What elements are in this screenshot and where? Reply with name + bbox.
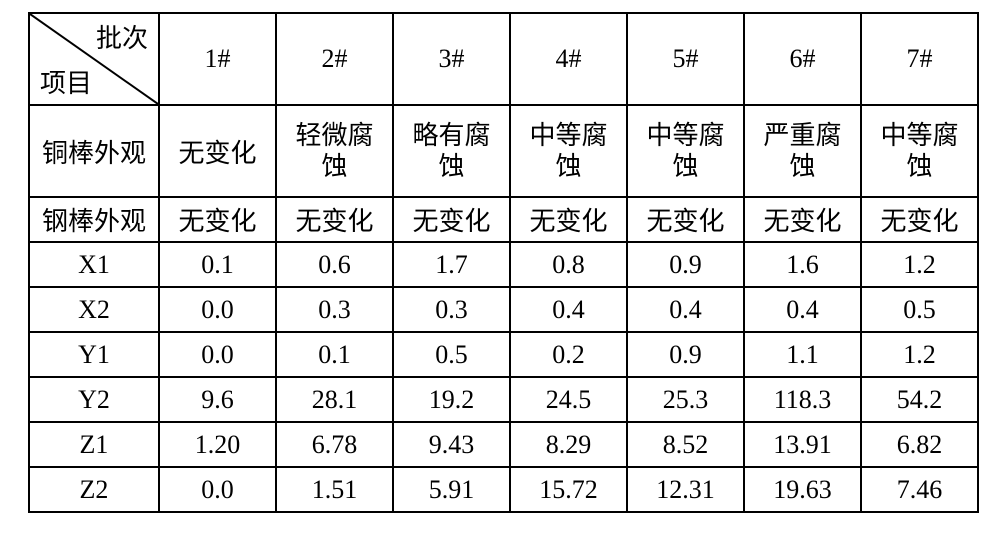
- table-cell: 0.3: [276, 287, 393, 332]
- col-header: 3#: [393, 13, 510, 105]
- row-label: 铜棒外观: [29, 105, 159, 197]
- table-cell: 5.91: [393, 467, 510, 512]
- col-header: 6#: [744, 13, 861, 105]
- table-cell: 7.46: [861, 467, 978, 512]
- table-cell: 中等腐蚀: [861, 105, 978, 197]
- row-label: Y2: [29, 377, 159, 422]
- row-label: Z2: [29, 467, 159, 512]
- col-header: 7#: [861, 13, 978, 105]
- header-top-label: 批次: [96, 18, 148, 55]
- table-cell: 0.2: [510, 332, 627, 377]
- table-cell: 0.1: [159, 242, 276, 287]
- table-cell: 中等腐蚀: [627, 105, 744, 197]
- table-cell: 0.5: [393, 332, 510, 377]
- table-cell: 无变化: [510, 197, 627, 242]
- table-cell: 无变化: [159, 105, 276, 197]
- row-label: X1: [29, 242, 159, 287]
- table-cell: 8.29: [510, 422, 627, 467]
- table-cell: 24.5: [510, 377, 627, 422]
- table-cell: 25.3: [627, 377, 744, 422]
- table-cell: 0.4: [510, 287, 627, 332]
- table-cell: 0.0: [159, 467, 276, 512]
- table-cell: 0.6: [276, 242, 393, 287]
- table-cell: 0.9: [627, 242, 744, 287]
- table-row: Y2 9.6 28.1 19.2 24.5 25.3 118.3 54.2: [29, 377, 978, 422]
- table-cell: 9.43: [393, 422, 510, 467]
- table-row: 钢棒外观 无变化 无变化 无变化 无变化 无变化 无变化 无变化: [29, 197, 978, 242]
- table-row: 铜棒外观 无变化 轻微腐蚀 略有腐蚀 中等腐蚀 中等腐蚀 严重腐蚀 中等腐蚀: [29, 105, 978, 197]
- col-header: 4#: [510, 13, 627, 105]
- table-row: X1 0.1 0.6 1.7 0.8 0.9 1.6 1.2: [29, 242, 978, 287]
- table-cell: 0.4: [627, 287, 744, 332]
- row-label: Y1: [29, 332, 159, 377]
- table-cell: 中等腐蚀: [510, 105, 627, 197]
- table-cell: 0.8: [510, 242, 627, 287]
- table-cell: 13.91: [744, 422, 861, 467]
- data-table: 批次 项目 1# 2# 3# 4# 5# 6# 7# 铜棒外观 无变化 轻微腐蚀…: [28, 12, 979, 513]
- table-cell: 略有腐蚀: [393, 105, 510, 197]
- table-cell: 1.51: [276, 467, 393, 512]
- table-cell: 19.2: [393, 377, 510, 422]
- table-cell: 1.2: [861, 242, 978, 287]
- col-header: 1#: [159, 13, 276, 105]
- table-cell: 0.0: [159, 332, 276, 377]
- table-cell: 15.72: [510, 467, 627, 512]
- row-label: 钢棒外观: [29, 197, 159, 242]
- table-row: Z1 1.20 6.78 9.43 8.29 8.52 13.91 6.82: [29, 422, 978, 467]
- table-cell: 6.82: [861, 422, 978, 467]
- table-cell: 无变化: [276, 197, 393, 242]
- row-label: X2: [29, 287, 159, 332]
- table-cell: 118.3: [744, 377, 861, 422]
- table-cell: 12.31: [627, 467, 744, 512]
- table-row: Z2 0.0 1.51 5.91 15.72 12.31 19.63 7.46: [29, 467, 978, 512]
- table-cell: 6.78: [276, 422, 393, 467]
- table-cell: 无变化: [627, 197, 744, 242]
- table-cell: 28.1: [276, 377, 393, 422]
- header-diag-cell: 批次 项目: [29, 13, 159, 105]
- table-cell: 0.5: [861, 287, 978, 332]
- col-header: 2#: [276, 13, 393, 105]
- table-cell: 严重腐蚀: [744, 105, 861, 197]
- table-row: Y1 0.0 0.1 0.5 0.2 0.9 1.1 1.2: [29, 332, 978, 377]
- table-cell: 1.2: [861, 332, 978, 377]
- table-cell: 8.52: [627, 422, 744, 467]
- table-cell: 无变化: [861, 197, 978, 242]
- table-cell: 54.2: [861, 377, 978, 422]
- table-cell: 1.1: [744, 332, 861, 377]
- table-cell: 无变化: [393, 197, 510, 242]
- table-cell: 无变化: [744, 197, 861, 242]
- table-cell: 1.20: [159, 422, 276, 467]
- table-cell: 19.63: [744, 467, 861, 512]
- header-bottom-label: 项目: [40, 63, 92, 100]
- table-cell: 1.7: [393, 242, 510, 287]
- table-cell: 轻微腐蚀: [276, 105, 393, 197]
- table-cell: 0.0: [159, 287, 276, 332]
- table-cell: 0.1: [276, 332, 393, 377]
- col-header: 5#: [627, 13, 744, 105]
- table-cell: 9.6: [159, 377, 276, 422]
- table-cell: 无变化: [159, 197, 276, 242]
- header-row: 批次 项目 1# 2# 3# 4# 5# 6# 7#: [29, 13, 978, 105]
- table-cell: 1.6: [744, 242, 861, 287]
- row-label: Z1: [29, 422, 159, 467]
- table-cell: 0.9: [627, 332, 744, 377]
- table-cell: 0.3: [393, 287, 510, 332]
- table-cell: 0.4: [744, 287, 861, 332]
- table-row: X2 0.0 0.3 0.3 0.4 0.4 0.4 0.5: [29, 287, 978, 332]
